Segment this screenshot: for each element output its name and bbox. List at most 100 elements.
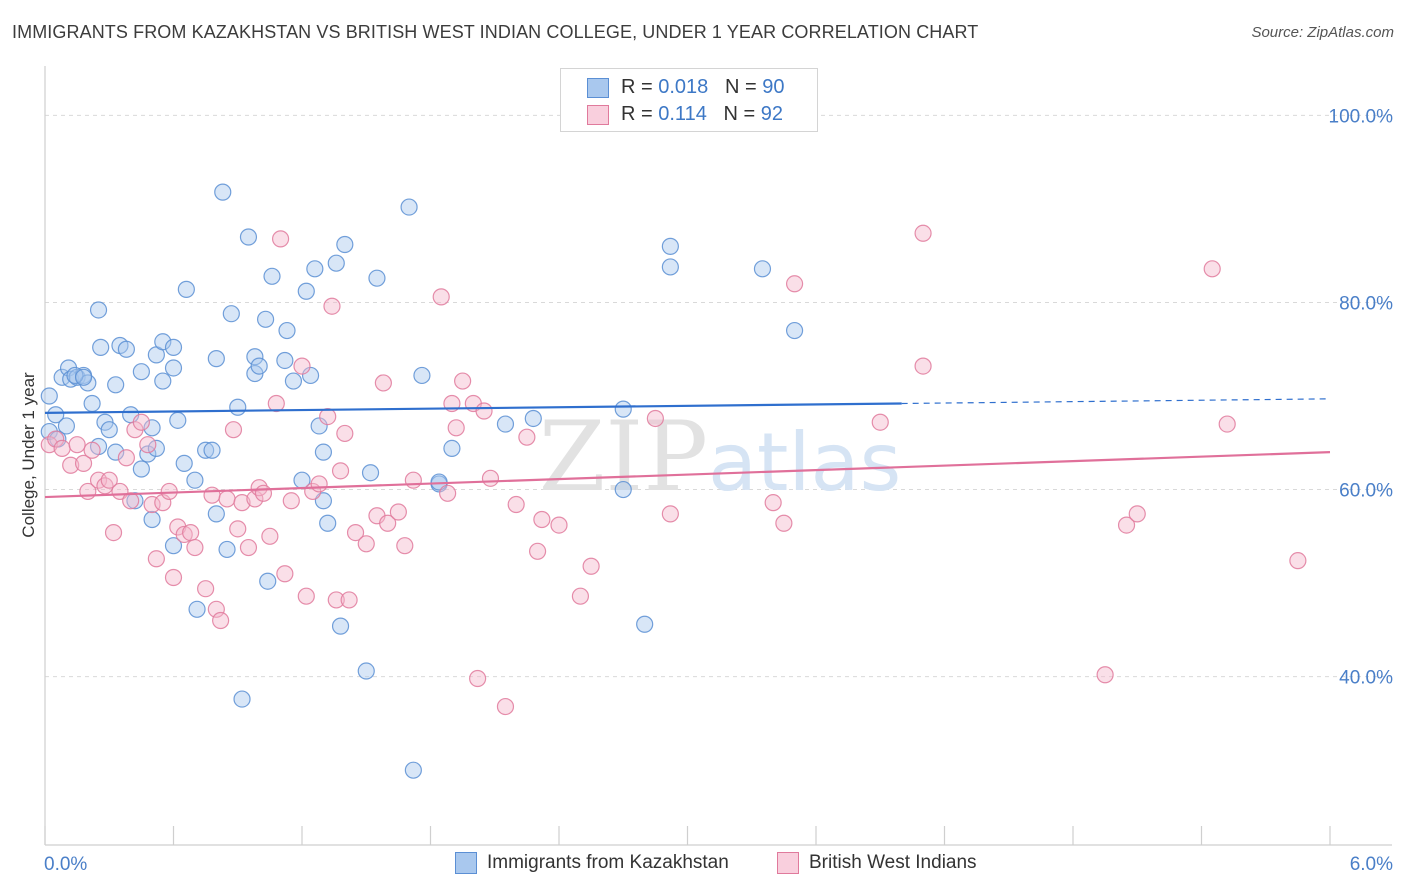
axes	[44, 66, 1392, 846]
data-point	[323, 297, 341, 315]
legend-swatch-pink	[587, 105, 609, 125]
y-tick-label: 80.0%	[1339, 293, 1393, 314]
legend-r-label: R =	[621, 103, 653, 125]
data-point	[83, 394, 101, 413]
data-point	[74, 454, 93, 472]
data-point	[533, 510, 551, 529]
data-point	[154, 333, 172, 351]
data-point	[154, 372, 172, 390]
data-point	[250, 357, 268, 375]
data-point	[197, 441, 215, 459]
data-point	[68, 436, 86, 454]
data-point	[871, 413, 889, 431]
data-point	[229, 398, 247, 416]
data-point	[443, 439, 461, 458]
data-point	[413, 366, 431, 385]
data-point	[582, 557, 600, 575]
data-point	[518, 428, 536, 446]
data-point	[306, 260, 324, 278]
data-point	[314, 443, 333, 461]
data-point	[361, 464, 380, 482]
data-point	[132, 460, 150, 478]
data-point	[203, 486, 221, 504]
y-axis-label: College, Under 1 year	[19, 372, 38, 538]
legend-label: Immigrants from Kazakhstan	[487, 852, 729, 873]
data-point	[117, 449, 135, 467]
data-point	[297, 587, 315, 605]
data-point	[164, 537, 183, 555]
data-point	[207, 600, 225, 618]
data-point	[496, 415, 515, 433]
data-point	[271, 230, 290, 248]
data-point	[331, 462, 350, 480]
data-point	[107, 443, 125, 461]
trend-line-bwi	[44, 451, 1331, 499]
data-point	[254, 484, 273, 502]
data-point	[139, 445, 157, 463]
data-point	[139, 436, 157, 454]
data-point	[661, 258, 679, 276]
data-point	[89, 301, 108, 319]
data-point	[175, 454, 193, 472]
data-point	[164, 359, 183, 377]
x-tick-label: 6.0%	[1350, 854, 1393, 875]
data-point	[47, 406, 65, 424]
data-point	[100, 421, 118, 439]
data-point	[661, 237, 679, 255]
data-point	[319, 514, 337, 532]
data-point	[143, 495, 161, 514]
data-point	[775, 514, 793, 532]
data-point	[368, 269, 386, 287]
data-point	[447, 419, 465, 437]
data-point	[188, 600, 206, 618]
data-point	[389, 503, 407, 521]
legend-label: British West Indians	[809, 852, 977, 873]
legend-n-label: N =	[723, 103, 756, 125]
data-point	[319, 408, 337, 426]
data-point	[175, 525, 193, 544]
series-kazakhstan-points	[40, 183, 804, 779]
legend-n-label: N =	[724, 76, 757, 98]
data-point	[132, 413, 150, 431]
gridlines	[45, 114, 1392, 678]
data-point	[331, 617, 350, 635]
data-point	[246, 348, 264, 366]
data-point	[212, 611, 230, 630]
data-point	[207, 350, 225, 368]
data-point	[169, 411, 187, 429]
data-point	[143, 419, 161, 437]
watermark: ZIPatlas	[539, 401, 902, 513]
legend-text: R = 0.018 N = 90	[621, 76, 784, 99]
data-point	[107, 376, 125, 394]
data-point	[571, 587, 590, 605]
data-point	[47, 430, 65, 448]
legend-swatch-blue	[587, 78, 609, 98]
trend-lines	[44, 398, 1331, 499]
legend-n-value: 90	[762, 76, 785, 98]
data-point	[396, 537, 414, 555]
y-tick-label: 40.0%	[1339, 668, 1393, 689]
data-point	[117, 340, 135, 358]
data-point	[646, 409, 664, 428]
data-point	[164, 338, 183, 356]
data-point	[132, 363, 150, 381]
data-point	[661, 505, 679, 523]
data-point	[301, 366, 320, 385]
data-point	[507, 495, 525, 514]
data-point	[126, 492, 144, 510]
data-point	[182, 523, 200, 542]
data-point	[636, 615, 654, 633]
data-point	[100, 471, 118, 489]
trend-line-kazakhstan-extension	[901, 398, 1331, 405]
data-point	[122, 492, 140, 510]
legend-swatch-blue	[455, 852, 477, 874]
data-point	[379, 514, 397, 532]
data-point	[177, 280, 195, 298]
data-point	[327, 254, 345, 272]
data-point	[143, 510, 161, 529]
data-point	[229, 520, 247, 538]
data-point	[278, 321, 296, 340]
data-point	[222, 305, 240, 323]
data-point	[276, 565, 294, 583]
